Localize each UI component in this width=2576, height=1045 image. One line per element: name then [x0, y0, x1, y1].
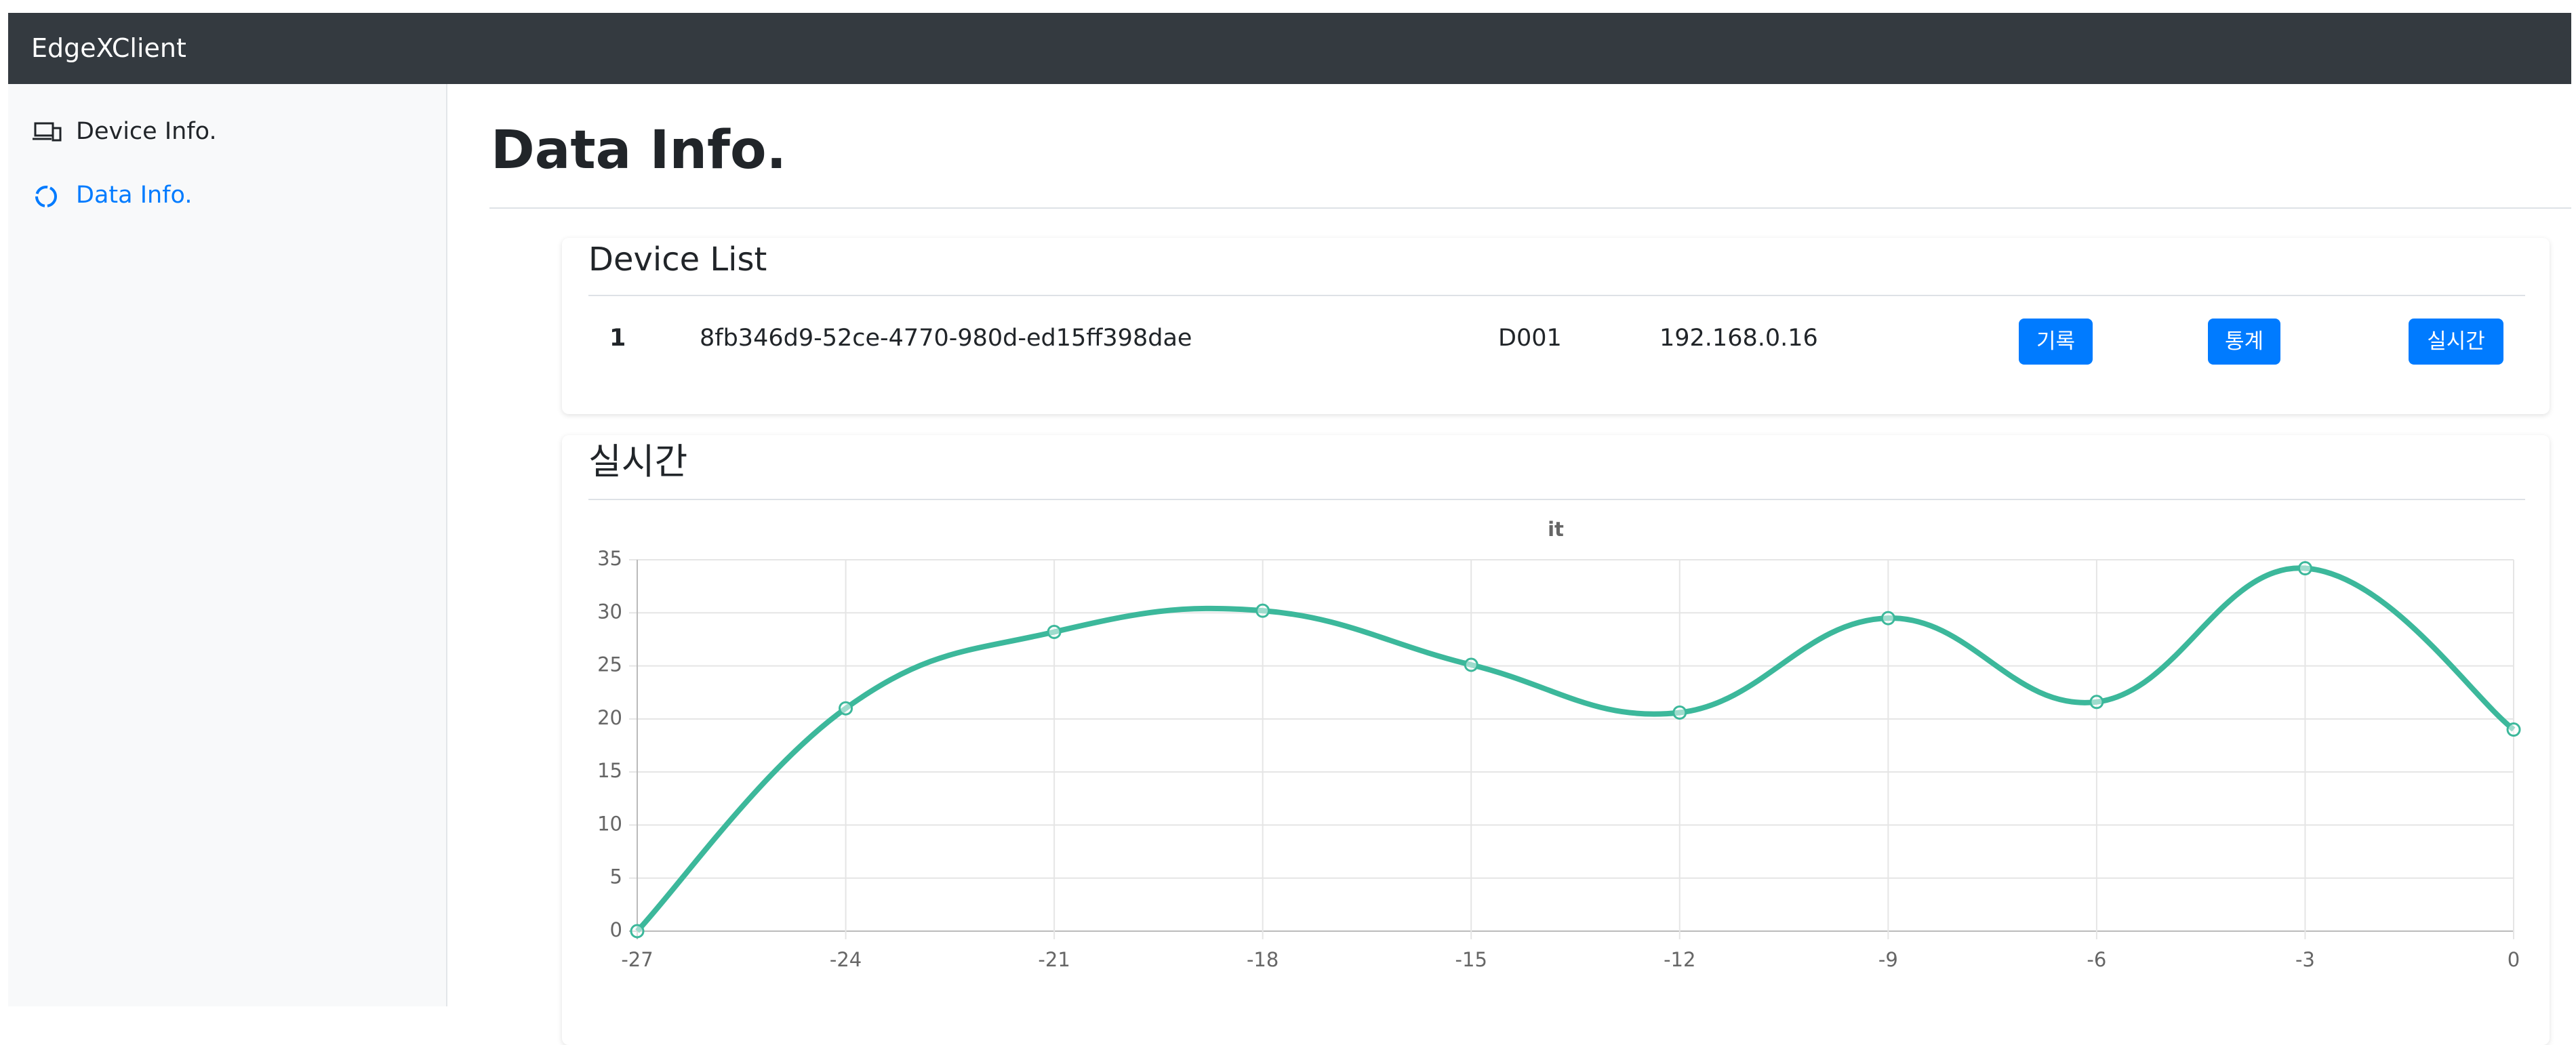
history-button[interactable]: 기록	[2019, 319, 2093, 365]
x-tick-label: -6	[2087, 948, 2106, 971]
y-tick-label: 35	[597, 547, 622, 570]
y-tick-label: 20	[597, 706, 622, 729]
x-tick-label: -12	[1664, 948, 1695, 971]
card-title: Device List	[588, 241, 767, 279]
data-point	[1255, 603, 1270, 618]
page-title: Data Info.	[491, 120, 787, 181]
device-icon	[33, 122, 62, 142]
x-tick-label: -18	[1247, 948, 1279, 971]
data-point	[1880, 611, 1895, 626]
x-tick-label: -9	[1878, 948, 1898, 971]
y-tick-label: 30	[597, 600, 622, 623]
x-tick-label: -3	[2295, 948, 2315, 971]
divider	[588, 295, 2525, 296]
y-tick-label: 25	[597, 653, 622, 676]
data-point	[630, 924, 645, 939]
device-ip: 192.168.0.16	[1659, 325, 1818, 352]
card-title: 실시간	[588, 441, 688, 483]
stats-button[interactable]: 통계	[2208, 319, 2280, 365]
x-tick-label: -15	[1455, 948, 1487, 971]
y-tick-label: 0	[610, 918, 622, 941]
sidebar: Device Info. Data Info.	[8, 84, 447, 1006]
row-index: 1	[609, 325, 626, 352]
page: EdgeXClient Device Info. Data Info. Data…	[8, 13, 2571, 1006]
navbar: EdgeXClient	[8, 13, 2571, 84]
data-point	[2506, 722, 2521, 737]
y-tick-label: 15	[597, 759, 622, 782]
data-point	[2089, 695, 2104, 710]
x-tick-label: -21	[1038, 948, 1070, 971]
brand[interactable]: EdgeXClient	[31, 33, 186, 63]
x-tick-label: -27	[621, 948, 653, 971]
data-point	[1464, 657, 1478, 672]
chart-title: it	[1548, 518, 1564, 541]
divider	[588, 499, 2525, 500]
nav-device-info[interactable]: Device Info.	[76, 118, 217, 145]
y-tick-label: 5	[610, 865, 622, 888]
data-icon	[35, 186, 57, 207]
device-name: D001	[1498, 325, 1562, 352]
device-id: 8fb346d9-52ce-4770-980d-ed15ff398dae	[700, 325, 1192, 352]
y-tick-label: 10	[597, 812, 622, 835]
data-point	[839, 701, 853, 716]
chart: it 0 5 10 15 20 25 30 35 -27 -24 -21 -18 -15 -12 -9 -6 -…	[597, 518, 2521, 971]
data-point	[1047, 624, 1062, 639]
x-tick-label: 0	[2508, 948, 2520, 971]
divider	[489, 207, 2571, 209]
data-point	[2297, 561, 2312, 576]
data-line	[635, 565, 2516, 933]
realtime-card	[562, 435, 2550, 1045]
x-tick-label: -24	[830, 948, 862, 971]
nav-data-info[interactable]: Data Info.	[76, 182, 193, 209]
realtime-button[interactable]: 실시간	[2409, 319, 2503, 365]
data-point	[1672, 705, 1687, 720]
